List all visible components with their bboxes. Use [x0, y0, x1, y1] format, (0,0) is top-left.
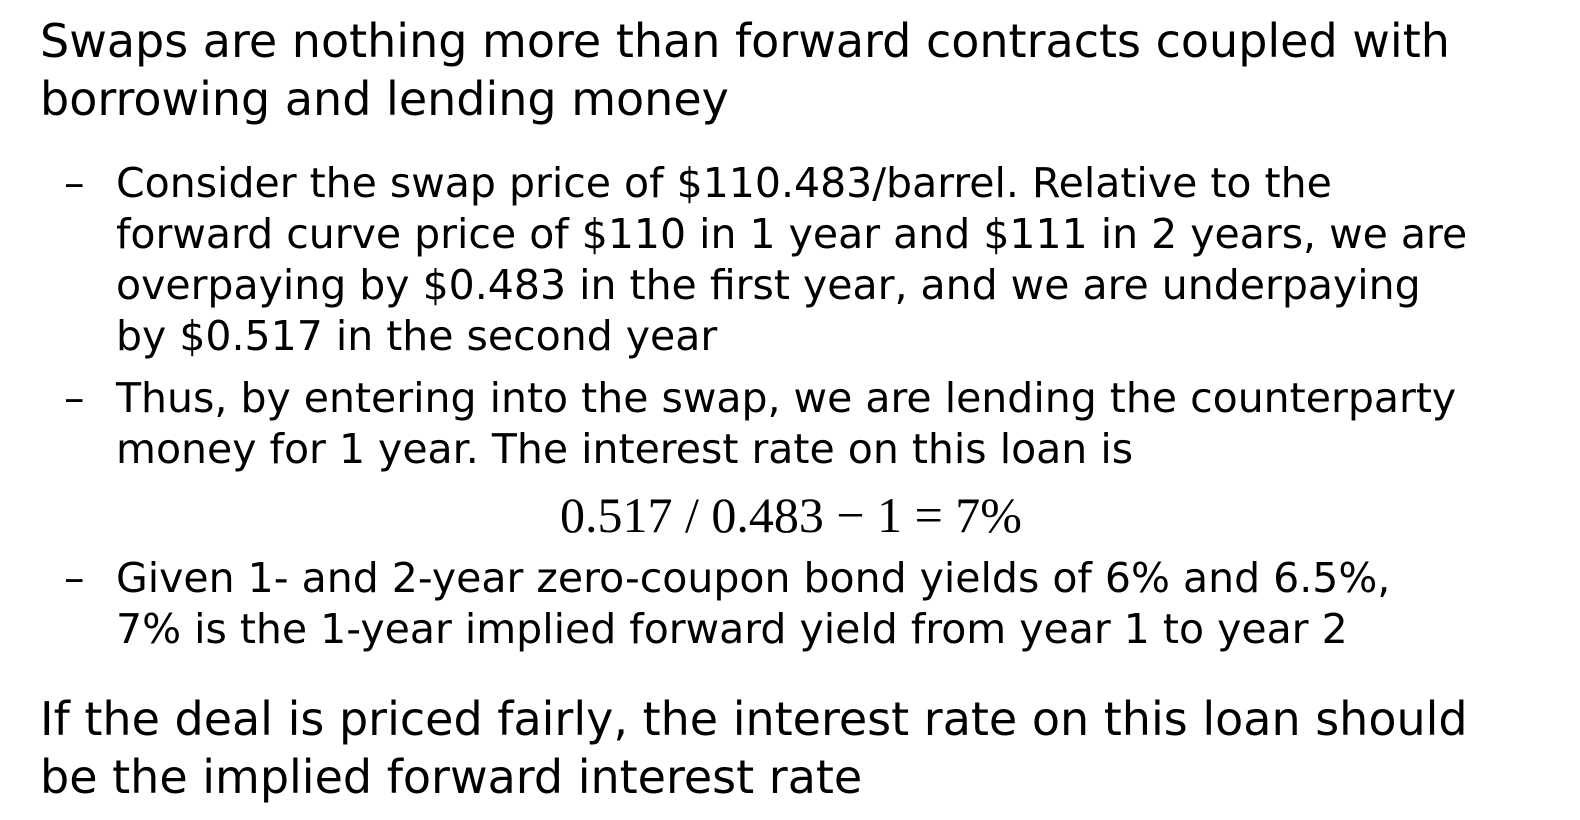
dash-bullet-marker: –: [64, 554, 85, 602]
sub-point-line: Thus, by entering into the swap, we are …: [116, 374, 1457, 422]
sub-point-line: 7% is the 1-year implied forward yield f…: [116, 605, 1348, 653]
main-point-fair-pricing: If the deal is priced fairly, the intere…: [40, 690, 1550, 806]
main-point-line: If the deal is priced fairly, the intere…: [40, 692, 1468, 746]
sub-point-text: Given 1- and 2-year zero-coupon bond yie…: [116, 553, 1576, 655]
sub-point-text: Consider the swap price of $110.483/barr…: [116, 158, 1576, 362]
sub-point-line: by $0.517 in the second year: [116, 312, 718, 360]
sub-point-line: overpaying by $0.483 in the first year, …: [116, 261, 1421, 309]
interest-rate-formula: 0.517 / 0.483 − 1 = 7%: [560, 487, 1022, 543]
sub-point-text: Thus, by entering into the swap, we are …: [116, 373, 1576, 475]
main-point-line: be the implied forward interest rate: [40, 750, 863, 804]
sub-point-line: money for 1 year. The interest rate on t…: [116, 425, 1134, 473]
main-point-line: Swaps are nothing more than forward cont…: [40, 14, 1450, 68]
sub-point-line: forward curve price of $110 in 1 year an…: [116, 210, 1468, 258]
main-point-swaps-forward-contracts: Swaps are nothing more than forward cont…: [40, 12, 1550, 128]
main-point-line: borrowing and lending money: [40, 72, 729, 126]
dash-bullet-marker: –: [64, 374, 85, 422]
sub-point-line: Consider the swap price of $110.483/barr…: [116, 159, 1332, 207]
dash-bullet-marker: –: [64, 159, 85, 207]
sub-point-line: Given 1- and 2-year zero-coupon bond yie…: [116, 554, 1391, 602]
